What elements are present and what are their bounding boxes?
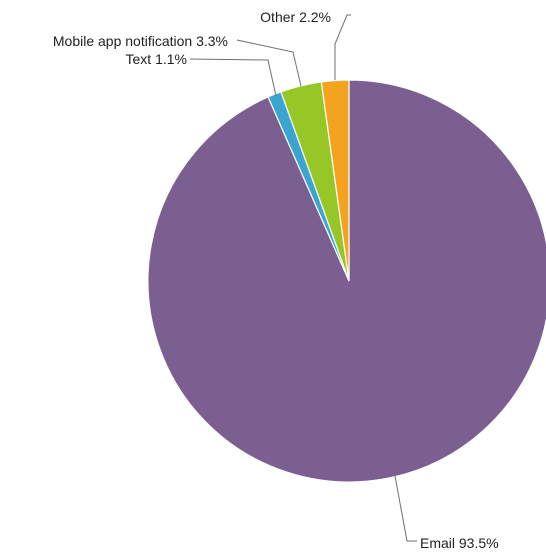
leader-line-other (334, 14, 351, 80)
data-label-email: Email 93.5% (420, 535, 499, 551)
pie-slice-email (147, 79, 546, 483)
data-label-other: Other 2.2% (260, 9, 331, 25)
leader-line-mobile-app-notification (236, 39, 302, 87)
data-labels: Email 93.5% Text 1.1% Mobile app notificat… (53, 9, 499, 551)
pie-slices (147, 79, 546, 483)
leader-line-text (189, 58, 277, 97)
leader-lines (189, 14, 417, 542)
data-label-text: Text 1.1% (126, 51, 187, 67)
pie-slice-other (320, 79, 350, 282)
data-label-mobile-app-notification: Mobile app notification 3.3% (53, 33, 228, 49)
leader-line-email (394, 475, 417, 542)
